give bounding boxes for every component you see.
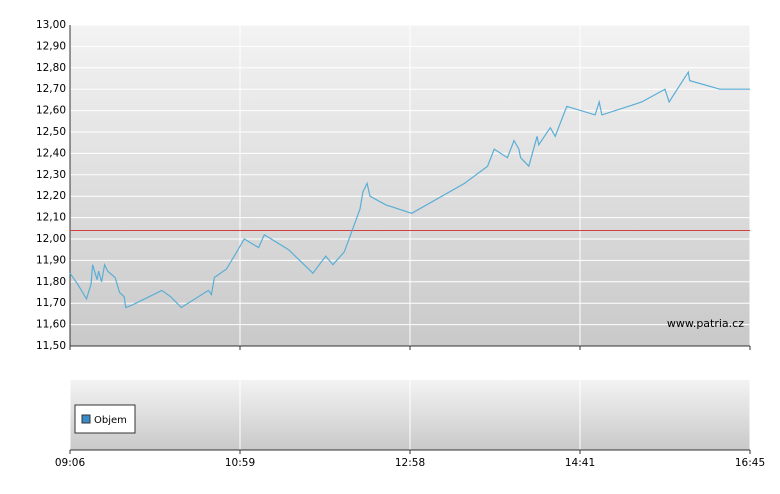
y-tick-label: 12,30 xyxy=(36,169,66,181)
y-tick-label: 12,10 xyxy=(36,212,66,224)
y-tick-label: 12,60 xyxy=(36,105,66,117)
watermark: www.patria.cz xyxy=(667,317,744,330)
y-tick-label: 11,50 xyxy=(36,340,66,352)
y-tick-label: 11,90 xyxy=(36,254,66,266)
y-tick-label: 12,40 xyxy=(36,147,66,159)
y-tick-label: 12,20 xyxy=(36,190,66,202)
legend-label: Objem xyxy=(94,415,127,426)
y-tick-label: 12,70 xyxy=(36,83,66,95)
y-tick-label: 11,60 xyxy=(36,319,66,331)
y-tick-label: 13,00 xyxy=(36,19,66,31)
x-tick-label: 16:45 xyxy=(735,457,765,469)
y-tick-label: 12,80 xyxy=(36,62,66,74)
legend-swatch xyxy=(81,414,91,424)
x-tick-label: 12:58 xyxy=(395,457,425,469)
price-line xyxy=(69,70,750,309)
y-tick-label: 12,90 xyxy=(36,40,66,52)
y-tick-label: 11,80 xyxy=(36,276,66,288)
y-tick-label: 12,00 xyxy=(36,233,66,245)
y-tick-label: 11,70 xyxy=(36,297,66,309)
x-tick-label: 10:59 xyxy=(225,457,255,469)
x-tick-label: 09:06 xyxy=(55,457,86,469)
x-tick-label: 14:41 xyxy=(565,457,595,469)
y-tick-label: 12,50 xyxy=(36,126,66,138)
